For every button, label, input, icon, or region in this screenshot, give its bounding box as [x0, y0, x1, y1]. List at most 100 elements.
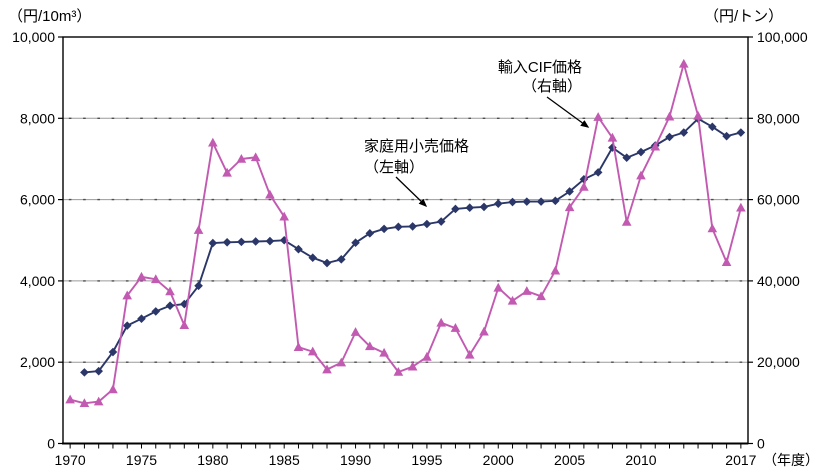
plot-border: [62, 36, 749, 445]
diamond-marker: [151, 307, 161, 316]
annotation-import-cif-line2: （右軸）: [522, 78, 582, 95]
annotation-import-cif-line1: 輸入CIF価格: [498, 59, 582, 76]
triangle-marker: [707, 223, 718, 233]
left-axis-tick-label: 10,000: [12, 29, 55, 45]
annotation-retail-arrow: [395, 176, 428, 208]
triangle-marker: [65, 394, 75, 404]
triangle-marker: [422, 351, 432, 361]
diamond-marker: [479, 202, 489, 212]
diamond-marker: [208, 238, 218, 248]
right-axis-tick-label: 100,000: [757, 29, 808, 45]
diamond-marker: [665, 132, 674, 142]
x-axis-tick-label: 1975: [126, 452, 157, 468]
triangle-marker: [407, 361, 418, 371]
triangle-marker: [450, 323, 461, 332]
diamond-marker: [422, 219, 432, 229]
triangle-marker: [336, 357, 347, 367]
triangle-marker: [464, 349, 475, 359]
diamond-marker: [493, 199, 503, 208]
triangle-marker: [122, 290, 133, 300]
annotation-retail-line2: （左軸）: [364, 159, 424, 176]
diamond-marker: [522, 197, 532, 206]
triangle-marker: [79, 398, 90, 408]
triangle-marker: [179, 320, 190, 330]
diamond-marker: [394, 222, 403, 232]
triangle-marker: [607, 132, 618, 142]
annotation-import-cif-arrow: [546, 96, 590, 128]
diamond-marker: [279, 235, 289, 245]
triangle-marker: [393, 366, 404, 376]
diamond-marker: [508, 197, 517, 207]
diamond-marker: [294, 244, 303, 254]
right-axis-tick-label: 0: [757, 436, 765, 452]
diamond-marker: [408, 222, 417, 231]
diamond-marker: [451, 204, 460, 214]
triangle-marker: [593, 112, 603, 121]
left-axis-tick-label: 2,000: [20, 354, 55, 370]
diamond-marker: [436, 217, 446, 226]
triangle-marker: [736, 202, 746, 212]
triangle-marker: [479, 326, 489, 336]
triangle-marker: [93, 396, 104, 406]
annotation-retail-line1: 家庭用小売価格: [364, 138, 469, 155]
right-axis-unit-label: （円/トン）: [704, 8, 783, 25]
triangle-marker: [636, 170, 646, 180]
triangle-marker: [678, 58, 689, 68]
diamond-marker: [736, 128, 746, 137]
left-axis-unit-label: （円/10m³）: [8, 8, 91, 25]
x-axis-tick-label: 1985: [269, 452, 300, 468]
annotation-import-cif: 輸入CIF価格 （右軸）: [498, 59, 590, 128]
left-axis-tick-label: 6,000: [20, 192, 55, 208]
triangle-marker: [564, 202, 575, 212]
triangle-marker: [108, 384, 118, 394]
triangle-marker: [365, 341, 375, 351]
diamond-marker: [465, 203, 475, 213]
triangle-marker: [664, 111, 675, 121]
x-axis-tick-label: 2017: [725, 452, 756, 468]
triangle-marker: [165, 286, 175, 296]
series-line-import-cif: [69, 62, 742, 405]
x-axis-tick-label: 1980: [197, 452, 228, 468]
triangle-marker: [693, 110, 703, 120]
right-axis-tick-label: 80,000: [757, 110, 800, 126]
triangle-marker: [307, 346, 318, 356]
right-axis-tick-label: 40,000: [757, 273, 800, 289]
diamond-marker: [122, 321, 132, 330]
triangle-marker: [208, 137, 218, 147]
diamond-marker: [622, 153, 631, 163]
triangle-marker: [536, 291, 546, 301]
left-axis-tick-label: 8,000: [20, 110, 55, 126]
triangle-marker: [350, 327, 361, 336]
x-axis-tick-label: 2010: [625, 452, 656, 468]
triangle-marker: [436, 317, 446, 327]
right-axis-tick-label: 20,000: [757, 354, 800, 370]
triangle-marker: [650, 141, 661, 151]
diamond-marker: [80, 368, 89, 377]
triangle-marker: [279, 211, 289, 221]
diamond-marker: [137, 314, 146, 324]
plot-area: 0 0 2,000 20,000 4,000 40,000 6,000 60,000 8,000…: [12, 29, 808, 468]
triangle-marker: [322, 364, 332, 374]
diamond-marker: [536, 197, 546, 206]
triangle-marker: [293, 342, 304, 351]
triangle-marker: [522, 286, 532, 295]
right-axis-tick-label: 60,000: [757, 192, 800, 208]
diamond-marker: [251, 237, 260, 246]
triangle-marker: [250, 152, 261, 162]
left-axis-tick-label: 4,000: [20, 273, 55, 289]
diamond-marker: [265, 236, 275, 246]
annotation-retail: 家庭用小売価格 （左軸）: [364, 138, 469, 208]
triangle-marker: [136, 271, 147, 281]
triangle-marker: [579, 181, 589, 191]
x-axis-tick-label: 1995: [411, 452, 442, 468]
triangle-marker: [236, 153, 247, 163]
left-axis-tick-label: 0: [47, 436, 55, 452]
diamond-marker: [237, 237, 246, 247]
diamond-marker: [365, 229, 375, 238]
diamond-marker: [194, 281, 203, 291]
diamond-marker: [108, 347, 118, 357]
diamond-marker: [379, 224, 389, 234]
diamond-marker: [336, 255, 346, 264]
triangle-marker: [550, 265, 561, 275]
